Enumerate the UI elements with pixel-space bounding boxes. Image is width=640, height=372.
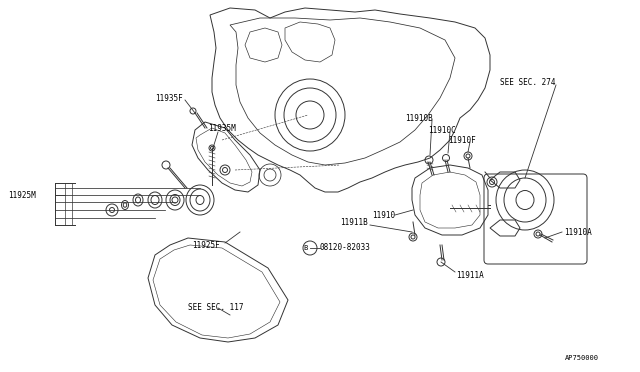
Text: 11935F: 11935F [155, 93, 183, 103]
Text: 08120-82033: 08120-82033 [320, 244, 371, 253]
Text: 11910B: 11910B [405, 113, 433, 122]
Text: SEE SEC. 117: SEE SEC. 117 [188, 304, 243, 312]
Text: 11911A: 11911A [456, 270, 484, 279]
Text: 11910F: 11910F [448, 135, 476, 144]
Text: 11935M: 11935M [208, 124, 236, 132]
Text: AP750000: AP750000 [565, 355, 599, 361]
Text: 11910A: 11910A [564, 228, 592, 237]
Text: 11911B: 11911B [340, 218, 368, 227]
Text: 11925F: 11925F [192, 241, 220, 250]
Text: SEE SEC. 274: SEE SEC. 274 [499, 77, 555, 87]
Text: 11925M: 11925M [8, 190, 36, 199]
Text: 11910C: 11910C [428, 125, 456, 135]
Text: B: B [304, 245, 308, 251]
Text: 11910: 11910 [372, 211, 395, 219]
